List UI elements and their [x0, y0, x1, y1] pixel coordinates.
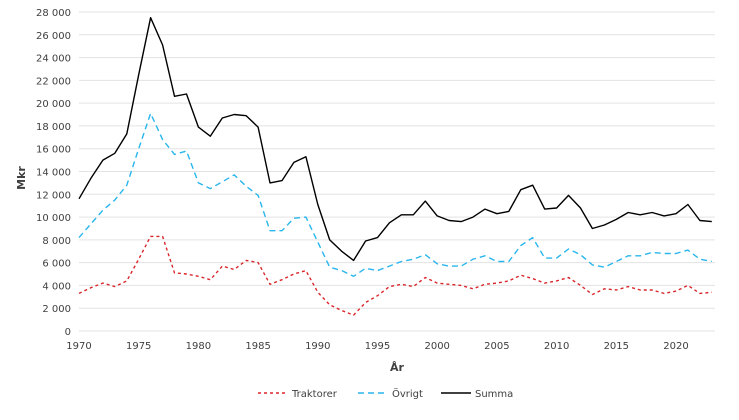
y-tick-label: 8 000 [42, 236, 71, 247]
y-tick-label: 18 000 [36, 122, 71, 133]
y-tick-label: 6 000 [42, 259, 71, 270]
y-tick-label: 10 000 [36, 213, 71, 224]
legend-label: Traktorer [291, 389, 338, 400]
x-tick-label: 2000 [424, 341, 449, 352]
y-tick-label: 0 [65, 327, 71, 338]
y-axis-label: Mkr [15, 166, 28, 190]
y-tick-label: 28 000 [36, 8, 71, 19]
y-tick-label: 4 000 [42, 281, 71, 292]
legend: Traktorer Övrigt Summa [258, 387, 513, 400]
series-line-övrigt [78, 112, 712, 277]
x-tick-label: 2015 [604, 341, 629, 352]
series-line-summa [78, 17, 712, 262]
legend-label: Övrigt [392, 387, 423, 400]
x-tick-label: 2020 [663, 341, 688, 352]
y-tick-label: 24 000 [36, 54, 71, 65]
x-tick-label: 1995 [365, 341, 390, 352]
y-tick-label: 2 000 [42, 304, 71, 315]
x-tick-label: 2010 [544, 341, 569, 352]
x-axis-label: År [390, 361, 405, 374]
y-tick-label: 16 000 [36, 145, 71, 156]
y-tick-label: 20 000 [36, 99, 71, 110]
y-tick-label: 12 000 [36, 190, 71, 201]
x-tick-label: 1975 [126, 341, 151, 352]
legend-label: Summa [475, 389, 513, 400]
series-line-traktorer [78, 235, 712, 316]
x-tick-label: 1990 [305, 341, 330, 352]
x-tick-label: 1980 [186, 341, 211, 352]
x-tick-label: 1970 [66, 341, 91, 352]
y-tick-label: 14 000 [36, 168, 71, 179]
y-tick-label: 22 000 [36, 76, 71, 87]
x-tick-label: 2005 [484, 341, 509, 352]
x-tick-label: 1985 [245, 341, 270, 352]
y-tick-label: 26 000 [36, 31, 71, 42]
